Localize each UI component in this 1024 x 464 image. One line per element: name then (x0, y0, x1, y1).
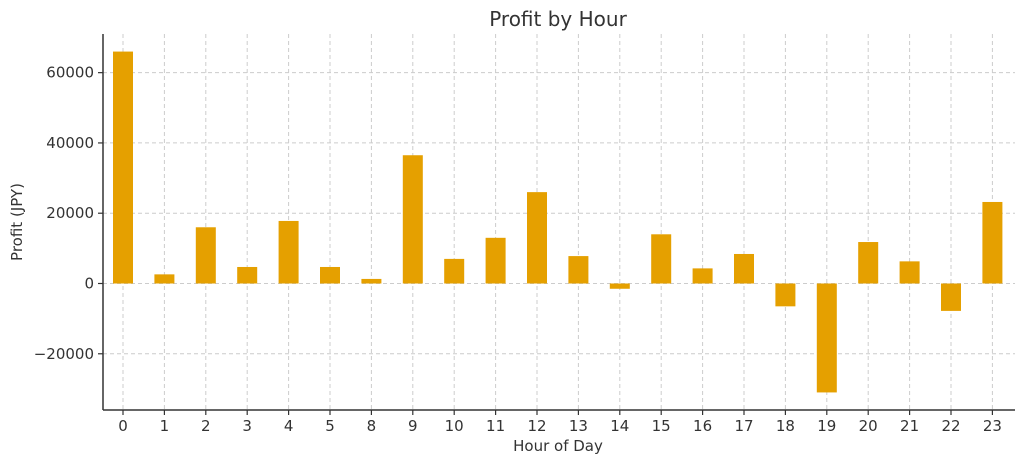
bar (692, 268, 713, 284)
y-tick-label: 20000 (46, 204, 94, 222)
bar (816, 283, 837, 393)
x-tick-label: 1 (160, 417, 170, 435)
bar (278, 220, 299, 284)
x-tick-label: 5 (325, 417, 335, 435)
x-axis-label: Hour of Day (513, 437, 603, 455)
grid (103, 34, 1015, 410)
bar (527, 192, 547, 284)
bar (485, 237, 506, 284)
x-tick-label: 22 (941, 417, 960, 435)
y-tick-label: 60000 (46, 64, 94, 82)
x-tick-label: 14 (610, 417, 629, 435)
x-tick-label: 17 (734, 417, 753, 435)
bar (982, 201, 1003, 284)
x-axis-ticks: 0 1 2 3 4 5 8 9 10 11 12 13 14 15 16 17 18 19 20 21 22 23 (118, 410, 1002, 435)
bar (941, 283, 961, 311)
bar (609, 283, 630, 289)
x-tick-label: 11 (486, 417, 505, 435)
x-tick-label: 20 (859, 417, 878, 435)
bar (568, 256, 589, 284)
x-tick-label: 13 (569, 417, 588, 435)
x-tick-label: 10 (445, 417, 464, 435)
y-tick-label: −20000 (34, 345, 94, 363)
bar (402, 155, 423, 284)
bar (651, 234, 672, 284)
x-tick-label: 19 (817, 417, 836, 435)
bar (444, 258, 465, 284)
axes (102, 34, 1015, 411)
x-tick-label: 8 (367, 417, 377, 435)
x-tick-label: 0 (118, 417, 128, 435)
bar (775, 283, 796, 307)
chart-title: Profit by Hour (489, 7, 627, 31)
x-tick-label: 12 (527, 417, 546, 435)
x-tick-label: 4 (284, 417, 294, 435)
bar (320, 266, 340, 284)
bar (195, 227, 216, 284)
y-axis-ticks: −20000 0 20000 40000 60000 (34, 64, 103, 363)
bar (154, 274, 175, 284)
x-tick-label: 15 (652, 417, 671, 435)
x-tick-label: 3 (242, 417, 252, 435)
bar (237, 266, 258, 284)
bar (899, 261, 920, 284)
bar (361, 278, 382, 284)
bar (858, 242, 879, 284)
x-tick-label: 16 (693, 417, 712, 435)
x-tick-label: 23 (983, 417, 1002, 435)
y-axis-label: Profit (JPY) (8, 183, 26, 261)
x-tick-label: 9 (408, 417, 418, 435)
bars (113, 51, 1003, 393)
bar (113, 51, 133, 284)
x-tick-label: 18 (776, 417, 795, 435)
x-tick-label: 21 (900, 417, 919, 435)
bar (734, 253, 754, 284)
y-tick-label: 40000 (46, 134, 94, 152)
y-tick-label: 0 (84, 274, 94, 292)
x-tick-label: 2 (201, 417, 211, 435)
